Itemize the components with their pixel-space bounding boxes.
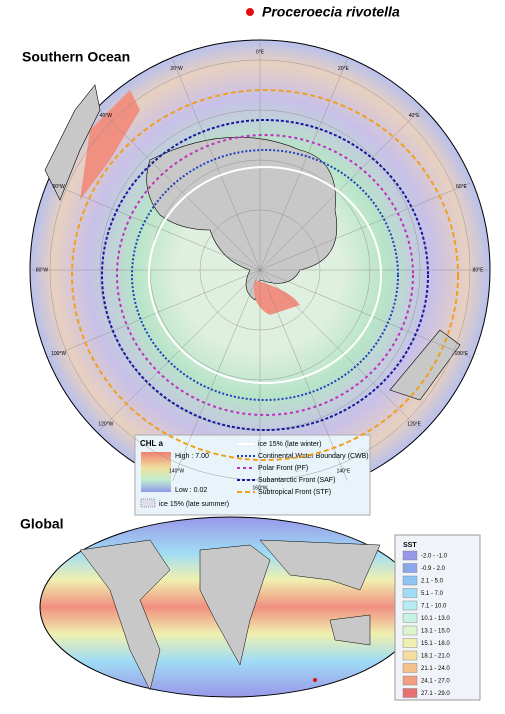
legend-text: Polar Front (PF) xyxy=(258,465,308,472)
graticule xyxy=(99,109,421,431)
legend-swatch xyxy=(402,600,418,611)
longitude-label: 20°W xyxy=(170,66,183,72)
highlight xyxy=(80,90,140,200)
species-marker xyxy=(246,8,254,16)
front-line xyxy=(101,119,429,431)
longitude-label: 120°W xyxy=(98,421,113,427)
graticule xyxy=(259,269,422,432)
graticule xyxy=(259,269,348,481)
legend-text: High : 7.00 xyxy=(175,453,209,460)
legend-swatch xyxy=(402,625,418,636)
legend-text: 18.1 - 21.0 xyxy=(421,654,450,660)
longitude-label: 60°E xyxy=(456,184,468,190)
longitude-label: 140°E xyxy=(337,469,351,475)
legend-title: CHL a xyxy=(140,439,164,448)
legend-swatch xyxy=(402,613,418,623)
legend-swatch xyxy=(402,563,418,573)
graticule xyxy=(98,108,261,271)
legend-text: ice 15% (late winter) xyxy=(258,441,321,448)
legend-text: Subantarctic Front (SAF) xyxy=(258,477,335,484)
map-title: Global xyxy=(20,516,64,532)
graticule xyxy=(49,59,471,481)
legend-swatch xyxy=(402,688,418,698)
longitude-label: 80°E xyxy=(473,267,485,273)
legend-text: 10.1 - 13.0 xyxy=(421,616,450,622)
highlight xyxy=(254,280,300,315)
graticule xyxy=(259,182,471,271)
legend-title: SST xyxy=(403,542,417,549)
legend-text: 5.1 - 7.0 xyxy=(421,591,444,597)
legend xyxy=(134,434,371,516)
legend-text: 24.1 - 27.0 xyxy=(421,679,450,685)
longitude-label: 40°W xyxy=(100,113,113,119)
front-line xyxy=(116,134,414,416)
antarctica xyxy=(146,136,338,301)
color-ramp xyxy=(141,452,171,492)
legend-text: 7.1 - 10.0 xyxy=(421,604,447,610)
front-line xyxy=(148,166,382,384)
legend-swatch xyxy=(402,638,418,648)
legend-swatch xyxy=(402,575,418,586)
legend-swatch xyxy=(402,675,418,686)
longitude-label: 100°W xyxy=(51,351,66,357)
legend-text: 27.1 - 29.0 xyxy=(421,691,450,697)
legend-text: -0.9 - 2.0 xyxy=(421,566,446,572)
longitude-label: 40°E xyxy=(409,113,421,119)
legend-swatch xyxy=(402,550,418,561)
longitude-label: 160°W xyxy=(252,485,267,491)
legend-text: -2.0 - -1.0 xyxy=(421,554,448,560)
longitude-label: 20°E xyxy=(338,66,350,72)
legend-text: 2.1 - 5.0 xyxy=(421,579,444,585)
legend-swatch xyxy=(402,650,418,661)
longitude-label: 100°E xyxy=(455,351,469,357)
graticule xyxy=(259,269,471,358)
legend-text: 13.1 - 15.0 xyxy=(421,629,450,635)
graticule xyxy=(172,59,261,271)
legend-text: Continental Water Boundary (CWB) xyxy=(258,453,369,460)
front-line xyxy=(131,149,399,401)
map-title: Southern Ocean xyxy=(22,49,130,65)
longitude-label: 80°W xyxy=(36,267,49,273)
species-marker xyxy=(313,678,317,682)
species-title: Proceroecia rivotella xyxy=(262,4,400,20)
legend-text: Low : 0.02 xyxy=(175,487,207,494)
legend-text: ice 15% (late summer) xyxy=(159,501,229,508)
longitude-label: 60°W xyxy=(52,184,65,190)
front-line xyxy=(71,89,459,461)
graticule xyxy=(259,59,348,271)
legend-swatch xyxy=(402,663,418,673)
longitude-label: 120°E xyxy=(407,421,421,427)
ice-swatch xyxy=(140,498,156,508)
graticule xyxy=(199,209,321,331)
graticule xyxy=(172,269,261,481)
graticule xyxy=(49,182,261,271)
longitude-label: 0°E xyxy=(256,49,265,55)
legend-text: Subtropical Front (STF) xyxy=(258,489,331,496)
legend-text: 15.1 - 18.0 xyxy=(421,641,450,647)
legend-text: 21.1 - 24.0 xyxy=(421,666,450,672)
longitude-label: 140°W xyxy=(169,469,184,475)
land xyxy=(79,539,381,691)
legend-swatch xyxy=(402,588,418,598)
graticule xyxy=(259,108,422,271)
